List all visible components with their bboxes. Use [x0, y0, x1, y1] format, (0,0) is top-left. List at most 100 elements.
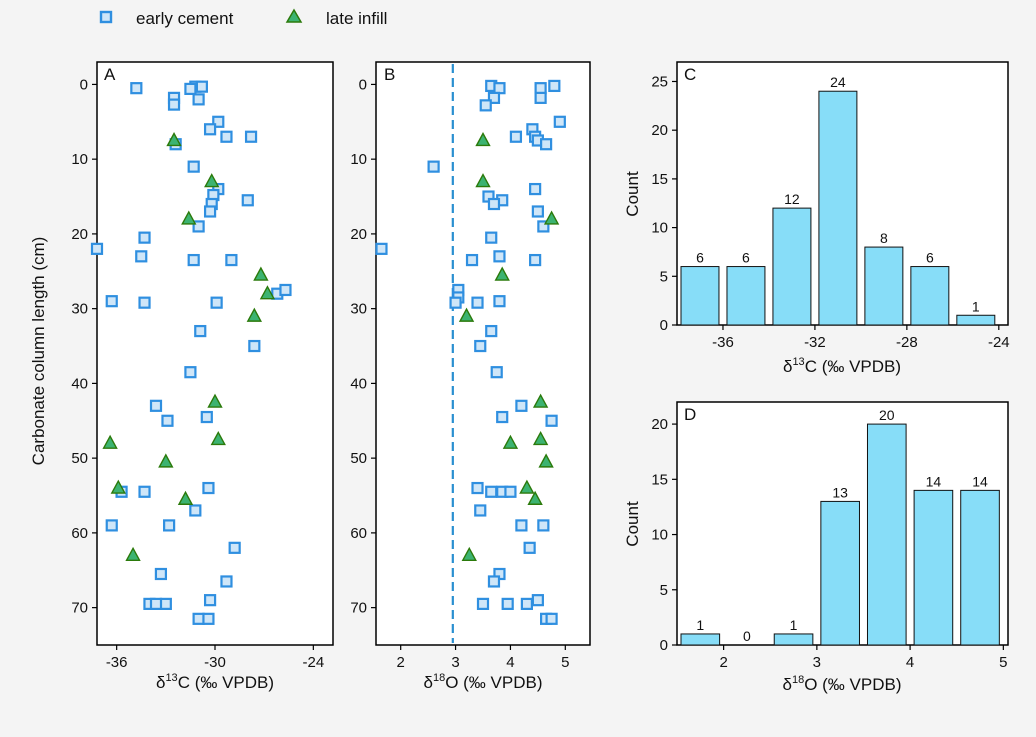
panel-b-letter: B	[384, 65, 395, 84]
early-cement-point	[545, 414, 558, 427]
early-cement-point	[487, 91, 501, 104]
early-cement-point	[200, 410, 213, 424]
late-infill-point	[158, 453, 174, 468]
early-cement-point	[375, 242, 388, 255]
early-cement-point	[487, 197, 501, 211]
y-tick-label: 0	[660, 317, 668, 334]
late-infill-point	[538, 453, 554, 468]
y-tick-label: 20	[350, 226, 367, 243]
late-infill-point	[102, 434, 118, 449]
histogram-bar	[773, 633, 814, 646]
y-tick-label: 60	[71, 525, 88, 542]
early-cement-point	[496, 410, 509, 424]
panel-a-letter: A	[104, 65, 116, 84]
early-cement-point	[493, 295, 506, 308]
early-cement-point	[203, 594, 217, 607]
histogram-bar	[960, 489, 1000, 646]
y-tick-label: 70	[350, 600, 367, 617]
late-infill-point	[259, 285, 276, 300]
early-cement-point	[534, 82, 547, 95]
y-tick-label: 10	[651, 220, 668, 237]
late-infill-point	[177, 490, 194, 505]
histogram-bar	[820, 500, 860, 646]
early-cement-point	[545, 612, 558, 625]
x-tick-label: -36	[106, 654, 128, 671]
histogram-bar	[680, 266, 720, 326]
early-cement-point	[534, 91, 547, 104]
early-cement-point	[427, 160, 440, 173]
late-infill-point	[253, 266, 269, 281]
late-infill-point	[519, 479, 535, 494]
early-cement-point	[184, 82, 197, 96]
panel-b-x-axis-label: δ18O (‰ VPDB)	[423, 672, 542, 692]
bar-count-label: 14	[972, 473, 988, 489]
y-tick-label: 0	[660, 637, 668, 654]
early-cement-point	[476, 597, 490, 610]
early-cement-point	[202, 612, 215, 625]
y-tick-label: 20	[651, 122, 668, 139]
early-cement-point	[485, 324, 498, 338]
late-infill-point	[494, 266, 510, 281]
bar-count-label: 6	[926, 250, 934, 266]
early-cement-point	[248, 339, 261, 353]
y-tick-label: 10	[651, 527, 668, 544]
late-infill-point	[532, 393, 549, 408]
histogram-bar	[910, 266, 950, 326]
y-tick-label: 10	[350, 151, 367, 168]
early-cement-point	[149, 399, 163, 412]
early-cement-point	[212, 115, 225, 128]
early-cement-point	[523, 541, 536, 554]
early-cement-point	[531, 205, 544, 218]
early-cement-point	[138, 296, 151, 309]
y-tick-label: 5	[660, 268, 668, 285]
early-cement-point	[529, 182, 542, 196]
early-cement-point	[487, 575, 501, 588]
panel-b-points	[375, 79, 566, 625]
panel-c-letter: C	[684, 65, 696, 84]
panel-d-letter: D	[684, 405, 696, 424]
late-infill-point	[475, 132, 491, 147]
panel-a-frame	[96, 61, 334, 646]
y-tick-label: 15	[651, 471, 668, 488]
panel-d-y-axis-label: Count	[623, 501, 642, 547]
x-tick-label: -32	[804, 334, 826, 351]
early-cement-point	[504, 485, 517, 498]
late-infill-point	[181, 210, 197, 225]
y-tick-label: 40	[350, 375, 367, 392]
bar-count-label: 12	[784, 191, 800, 207]
y-tick-label: 50	[350, 450, 367, 467]
early-cement-point	[220, 575, 233, 588]
panel-a-d13c-scatter: A -36 -30 -24 0 10 20 30 40 50 60 70 δ13C (‰ VPDB)	[71, 61, 334, 692]
legend-late-marker	[285, 8, 303, 23]
late-infill-point	[475, 173, 491, 188]
early-cement-point	[485, 231, 498, 244]
early-cement-point	[192, 220, 205, 233]
legend-late-label: late infill	[326, 9, 387, 28]
early-cement-point	[105, 295, 118, 308]
x-tick-label: -24	[302, 654, 324, 671]
early-cement-point	[531, 594, 544, 607]
histogram-bar	[864, 246, 904, 326]
bar-count-label: 0	[743, 628, 751, 644]
early-cement-point	[279, 283, 292, 297]
x-tick-label: 2	[719, 654, 727, 671]
early-cement-point	[138, 231, 151, 244]
histogram-bar	[866, 423, 907, 646]
early-cement-point	[509, 130, 523, 143]
early-cement-point	[548, 79, 561, 93]
early-cement-point	[138, 485, 151, 498]
x-tick-label: 5	[561, 654, 569, 671]
x-tick-label: 4	[906, 654, 914, 671]
early-cement-point	[471, 481, 484, 495]
late-infill-point	[204, 173, 220, 188]
histogram-bar	[772, 207, 812, 326]
late-infill-point	[502, 434, 519, 449]
y-tick-label: 60	[350, 525, 367, 542]
x-tick-label: 5	[999, 654, 1007, 671]
early-cement-point	[490, 366, 503, 379]
y-tick-label: 50	[71, 450, 88, 467]
y-tick-label: 0	[359, 76, 367, 93]
